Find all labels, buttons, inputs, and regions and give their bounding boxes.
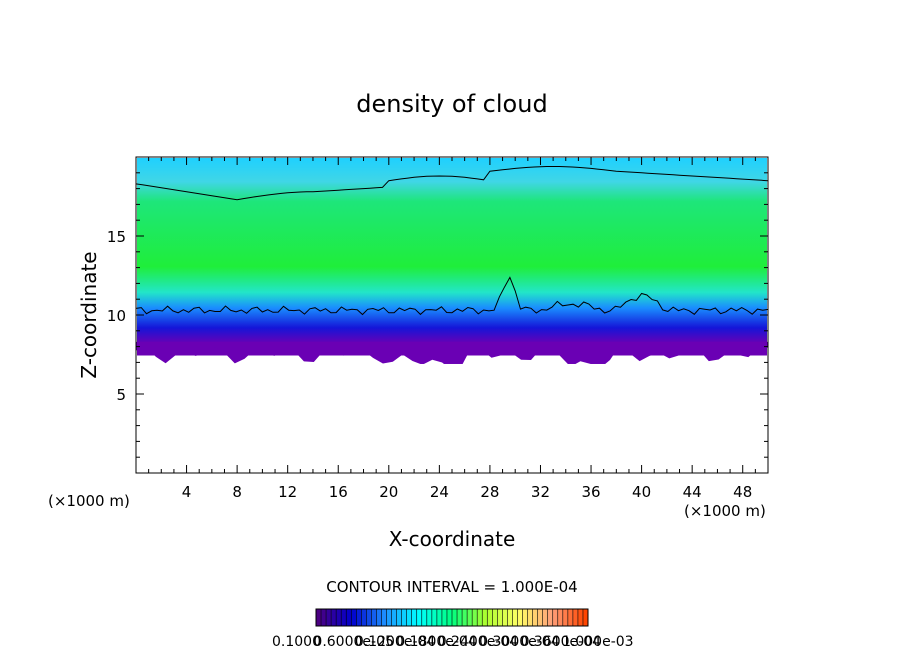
x-tick-label: 36 [581, 483, 600, 501]
colorbar-segment [421, 609, 427, 626]
colorbar-segment [356, 609, 362, 626]
colorbar-segment [391, 609, 397, 626]
colorbar-segment [487, 609, 493, 626]
colorbar-segment [522, 609, 528, 626]
colorbar-segment [386, 609, 392, 626]
chart-title: density of cloud [356, 90, 547, 118]
colorbar-label: 0.1200e-04 [355, 634, 436, 650]
colorbar-segment [512, 609, 518, 626]
colorbar-segment [336, 609, 342, 626]
plot-area [135, 158, 769, 472]
colorbar-segment [537, 609, 543, 626]
x-axis-label: X-coordinate [389, 527, 516, 551]
colorbar-segment [532, 609, 538, 626]
x-tick-label: 4 [182, 483, 192, 501]
colorbar-segment [416, 609, 422, 626]
contour-interval: CONTOUR INTERVAL = 1.000E-04 [326, 578, 577, 596]
y-axis: 5 10 15 [107, 172, 768, 458]
x-tick-label: 44 [683, 483, 702, 501]
colorbar-segment [371, 609, 377, 626]
x-axis: 4 8 12 16 20 24 28 32 36 40 44 48 [148, 157, 756, 501]
cloud-base [136, 341, 768, 371]
x-unit-label: (×1000 m) [684, 502, 766, 520]
y-tick-label: 5 [116, 386, 126, 404]
colorbar-segment [346, 609, 352, 626]
colorbar-segment [547, 609, 553, 626]
colorbar-segment [472, 609, 478, 626]
colorbar-segment [542, 609, 548, 626]
colorbar-segment [401, 609, 407, 626]
colorbar-label: 0.3000e-04 [479, 634, 560, 650]
colorbar-label: 0.3600e-04 [521, 634, 602, 650]
colorbar-segment [321, 609, 327, 626]
x-tick-label: 8 [232, 483, 242, 501]
colorbar-segment [482, 609, 488, 626]
colorbar-segment [552, 609, 558, 626]
colorbar-segment [572, 609, 578, 626]
colorbar-segment [497, 609, 503, 626]
z-unit-label: (×1000 m) [48, 492, 130, 510]
colorbar-segment [351, 609, 357, 626]
colorbar-segment [567, 609, 573, 626]
colorbar-segment [577, 609, 583, 626]
colorbar-segment [582, 609, 588, 626]
x-tick-label: 20 [379, 483, 398, 501]
colorbar-frame [315, 608, 589, 627]
colorbar-segment [457, 609, 463, 626]
colorbar-segment [426, 609, 432, 626]
y-tick-label: 10 [107, 307, 126, 325]
x-tick-label: 24 [430, 483, 449, 501]
colorbar-segment [406, 609, 412, 626]
colorbar-segment [431, 609, 437, 626]
y-tick-label: 15 [107, 228, 126, 246]
colorbar-segment [452, 609, 458, 626]
colorbar-segment [446, 609, 452, 626]
x-tick-label: 12 [278, 483, 297, 501]
cloud-field [137, 158, 767, 356]
colorbar-segment [376, 609, 382, 626]
colorbar-segment [441, 609, 447, 626]
x-tick-label: 32 [531, 483, 550, 501]
colorbar-segment [517, 609, 523, 626]
colorbar-segment [331, 609, 337, 626]
colorbar-segment [396, 609, 402, 626]
x-tick-label: 40 [632, 483, 651, 501]
colorbar-segment [361, 609, 367, 626]
colorbar-segment [562, 609, 568, 626]
colorbar-segment [341, 609, 347, 626]
colorbar-segment [411, 609, 417, 626]
clear-air [137, 363, 767, 472]
x-tick-label: 48 [733, 483, 752, 501]
contour-lower [135, 276, 769, 316]
colorbar-segment [502, 609, 508, 626]
y-axis-label: Z-coordinate [77, 251, 101, 378]
colorbar-segment [507, 609, 513, 626]
x-tick-label: 16 [329, 483, 348, 501]
x-tick-label: 28 [480, 483, 499, 501]
colorbar-labels: 0.10000.6000e-050.1200e-040.1800e-040.24… [272, 634, 634, 650]
colorbar-segment [436, 609, 442, 626]
colorbar-segment [477, 609, 483, 626]
colorbar-segment [326, 609, 332, 626]
colorbar-label: 1.000e-03 [562, 634, 634, 650]
colorbar-segment [381, 609, 387, 626]
colorbar [315, 608, 589, 627]
colorbar-segment [316, 609, 322, 626]
contour-upper [135, 166, 769, 201]
colorbar-segment [527, 609, 533, 626]
colorbar-segment [366, 609, 372, 626]
colorbar-label: 0.6000e-05 [313, 634, 393, 650]
colorbar-label: 0.1800e-04 [396, 634, 477, 650]
colorbar-label: 0.2400e-04 [438, 634, 519, 650]
colorbar-segment [557, 609, 563, 626]
colorbar-segment [462, 609, 468, 626]
colorbar-label: 0.1000 [272, 634, 321, 650]
colorbar-segment [467, 609, 473, 626]
colorbar-segment [492, 609, 498, 626]
